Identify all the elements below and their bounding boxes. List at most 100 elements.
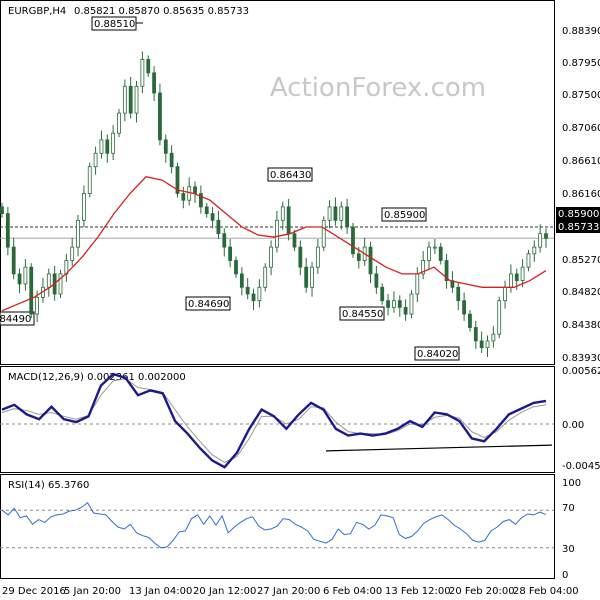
x-axis: 29 Dec 2016 5 Jan 20:00 13 Jan 04:00 20 … [2,586,579,597]
candle-body [193,186,197,194]
candle-body [462,300,467,315]
x-tick-label: 6 Feb 04:00 [323,586,382,597]
annotation: 0.84490 [0,311,35,326]
price-tag-text: 0.85900 [558,209,599,220]
y-tick-label: 70 [562,503,575,514]
candle-body [286,206,291,235]
candle-body [514,273,519,282]
candle-body [497,300,502,335]
macd-label: MACD(12,26,9) 0.002361 0.002000 [8,372,186,383]
y-tick-label: 30 [562,544,575,555]
candle-body [392,300,396,308]
annotation: 0.86430 [267,167,313,182]
candle-body [374,273,379,288]
watermark: ActionForex.com [270,73,486,103]
annotation-label: 0.84490 [0,314,31,325]
candle-body [538,233,543,248]
candle-body [181,193,186,201]
candle-body [239,273,244,288]
y-tick-label: -0.004586 [562,461,600,472]
x-tick-label: 28 Feb 04:00 [513,586,579,597]
candle-body [380,286,385,302]
rsi-plot [0,501,554,549]
x-tick-label: 5 Jan 20:00 [64,586,121,597]
candle-body [23,266,28,285]
candle-body [122,85,127,114]
candle-body [251,293,256,302]
y-tick-label: 0 [562,570,568,581]
candle-body [409,293,414,315]
candle-body [111,132,116,154]
candle-body [198,193,203,208]
y-tick-label: 0.84820 [562,287,600,298]
candle-body [175,166,180,194]
candle-body [473,327,478,342]
candle-body [432,246,437,249]
candle-body [5,213,10,248]
annotation: 0.84690 [185,296,231,311]
price-tag-text: 0.85733 [558,222,599,233]
macd-plot [0,372,554,469]
y-tick-label: 0.87500 [562,90,600,101]
candle-body [152,72,156,94]
candle-body [310,266,314,288]
annotation-label: 0.84020 [417,349,458,360]
rsi-label: RSI(14) 65.3760 [8,480,89,491]
candle-body [509,273,513,288]
annotation-label: 0.84550 [342,309,383,320]
candle-body [386,300,390,308]
candle-body [503,286,507,302]
candle-body [438,246,443,261]
candle-body [327,206,332,221]
y-tick-label: 0.00 [562,420,584,431]
price-y-axis: 0.88390 0.87950 0.87500 0.87060 0.86610 … [562,26,600,364]
moving-average-line [1,176,547,312]
candle-body [76,219,80,248]
candle-body [216,219,221,235]
annotation: 0.84020 [414,346,460,361]
price-tag-high: 0.85900 [556,207,600,220]
candle-body [11,246,16,275]
candle-body [87,166,92,194]
candle-body [292,233,297,248]
y-tick-label: 0.005627 [562,366,600,377]
candle-body [228,246,233,261]
candle-body [29,266,34,315]
candle-body [158,92,162,141]
candle-body [134,85,139,114]
candle-body [93,152,98,168]
candle-body [339,206,344,221]
candle-body [421,260,426,275]
candle-body [491,333,496,342]
y-tick-label: 0.87950 [562,58,600,69]
candle-body [468,313,472,328]
x-tick-label: 20 Jan 12:00 [193,586,256,597]
candle-body [117,112,121,134]
candle-body [526,253,531,268]
candle-body [415,273,420,295]
annotation-label: 0.85900 [384,210,425,221]
candle-body [0,206,4,214]
annotation-label: 0.86430 [270,170,311,181]
y-tick-label: 0.87060 [562,123,600,134]
candle-body [163,139,168,154]
annotation: 0.88510 [91,16,143,31]
x-tick-label: 13 Jan 04:00 [129,586,192,597]
candle-body [427,246,431,261]
candle-body [280,206,285,221]
y-tick-label: 0.84380 [562,320,600,331]
rsi-y-axis: 100 70 30 0 [562,478,581,581]
y-tick-label: 0.86160 [562,189,600,200]
candle-body [128,85,133,114]
candle-body [105,139,110,154]
price-tag-last: 0.85733 [556,220,600,233]
candle-body [263,266,268,288]
candle-body [245,286,250,295]
annotation-label: 0.88510 [94,19,135,30]
candle-body [444,260,449,282]
candle-body [204,206,209,214]
y-tick-label: 0.86610 [562,156,600,167]
candle-body [333,206,338,221]
candle-body [368,246,373,275]
candle-body [222,233,227,248]
